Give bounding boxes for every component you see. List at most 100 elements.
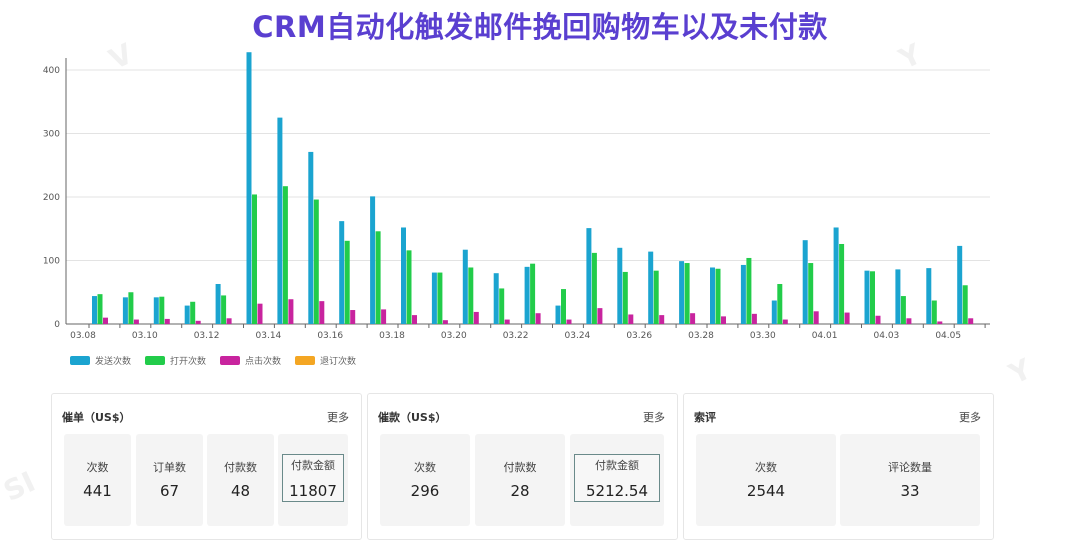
bar-open[interactable] bbox=[715, 268, 721, 324]
bar-send[interactable] bbox=[524, 266, 530, 324]
bar-click[interactable] bbox=[906, 318, 912, 324]
bar-click[interactable] bbox=[690, 313, 696, 324]
bar-click[interactable] bbox=[721, 316, 726, 324]
bar-click[interactable] bbox=[195, 320, 201, 324]
stat-value: 5212.54 bbox=[585, 482, 649, 500]
bar-send[interactable] bbox=[555, 305, 561, 324]
bar-click[interactable] bbox=[844, 312, 850, 324]
legend-item-click[interactable]: 点击次数 bbox=[220, 354, 281, 367]
bar-send[interactable] bbox=[895, 269, 901, 324]
bar-open[interactable] bbox=[468, 267, 474, 324]
bar-click[interactable] bbox=[103, 317, 108, 324]
bar-send[interactable] bbox=[153, 297, 159, 324]
bar-click[interactable] bbox=[782, 319, 788, 324]
bar-send[interactable] bbox=[802, 240, 808, 324]
bar-click[interactable] bbox=[659, 315, 665, 324]
bar-send[interactable] bbox=[586, 228, 592, 324]
bar-send[interactable] bbox=[926, 268, 932, 324]
bar-click[interactable] bbox=[566, 319, 572, 324]
bar-send[interactable] bbox=[864, 270, 870, 324]
bar-open[interactable] bbox=[931, 300, 937, 324]
more-link[interactable]: 更多 bbox=[327, 411, 349, 424]
bar-open[interactable] bbox=[839, 243, 845, 324]
bar-open[interactable] bbox=[159, 296, 165, 324]
bar-open[interactable] bbox=[499, 288, 505, 324]
bar-send[interactable] bbox=[679, 261, 685, 324]
bar-open[interactable] bbox=[97, 294, 103, 324]
bar-click[interactable] bbox=[442, 320, 448, 324]
bar-send[interactable] bbox=[339, 221, 345, 324]
bar-click[interactable] bbox=[535, 313, 541, 324]
bar-send[interactable] bbox=[401, 227, 406, 324]
bar-click[interactable] bbox=[257, 303, 263, 324]
bar-click[interactable] bbox=[412, 315, 417, 324]
bar-send[interactable] bbox=[957, 245, 963, 324]
bar-open[interactable] bbox=[282, 186, 288, 324]
bar-open[interactable] bbox=[313, 199, 319, 324]
bar-open[interactable] bbox=[252, 194, 257, 324]
bar-click[interactable] bbox=[875, 315, 881, 324]
bar-open[interactable] bbox=[437, 272, 443, 324]
bar-click[interactable] bbox=[937, 321, 943, 324]
bar-open[interactable] bbox=[591, 252, 597, 324]
bar-send[interactable] bbox=[431, 272, 437, 324]
bar-click[interactable] bbox=[226, 318, 232, 324]
stat-value: 2544 bbox=[746, 482, 786, 500]
bar-open[interactable] bbox=[808, 263, 814, 324]
bar-send[interactable] bbox=[740, 264, 746, 324]
bar-send[interactable] bbox=[370, 196, 376, 324]
bar-send[interactable] bbox=[710, 267, 715, 324]
bar-click[interactable] bbox=[473, 311, 479, 324]
bar-open[interactable] bbox=[190, 301, 196, 324]
bar-click[interactable] bbox=[133, 319, 139, 324]
bar-open[interactable] bbox=[344, 240, 350, 324]
bar-open[interactable] bbox=[406, 250, 412, 324]
legend-item-open[interactable]: 打开次数 bbox=[145, 354, 206, 367]
bar-send[interactable] bbox=[215, 283, 221, 324]
more-link[interactable]: 更多 bbox=[643, 411, 665, 424]
bar-open[interactable] bbox=[777, 283, 783, 324]
bar-send[interactable] bbox=[771, 300, 777, 324]
bar-send[interactable] bbox=[122, 297, 128, 324]
bar-open[interactable] bbox=[221, 295, 227, 324]
bar-click[interactable] bbox=[164, 318, 170, 324]
bar-open[interactable] bbox=[870, 271, 875, 324]
bar-open[interactable] bbox=[653, 270, 659, 324]
bar-send[interactable] bbox=[92, 296, 97, 324]
bar-send[interactable] bbox=[648, 251, 654, 324]
bar-send[interactable] bbox=[308, 151, 314, 324]
bar-click[interactable] bbox=[504, 319, 510, 324]
bar-click[interactable] bbox=[751, 313, 757, 324]
bar-click[interactable] bbox=[381, 309, 387, 324]
bar-click[interactable] bbox=[350, 310, 356, 324]
y-tick-label: 300 bbox=[43, 130, 60, 140]
bar-send[interactable] bbox=[617, 247, 623, 324]
bar-open[interactable] bbox=[746, 257, 752, 324]
bar-click[interactable] bbox=[813, 311, 819, 324]
watermark: Y bbox=[1003, 352, 1037, 391]
bar-open[interactable] bbox=[622, 271, 628, 324]
bar-send[interactable] bbox=[246, 52, 252, 324]
bar-open[interactable] bbox=[962, 285, 968, 324]
bar-send[interactable] bbox=[462, 249, 468, 324]
bar-open[interactable] bbox=[561, 289, 566, 324]
bar-click[interactable] bbox=[288, 299, 294, 324]
bar-open[interactable] bbox=[900, 296, 906, 324]
bar-open[interactable] bbox=[128, 292, 134, 324]
bar-click[interactable] bbox=[628, 314, 634, 324]
stat-value: 28 bbox=[510, 482, 530, 500]
bar-send[interactable] bbox=[184, 305, 190, 324]
bar-send[interactable] bbox=[833, 227, 839, 324]
bar-click[interactable] bbox=[597, 308, 603, 324]
more-link[interactable]: 更多 bbox=[959, 411, 981, 424]
bar-open[interactable] bbox=[684, 263, 690, 324]
legend-item-unsubscribe[interactable]: 退订次数 bbox=[295, 354, 356, 367]
bar-click[interactable] bbox=[968, 318, 974, 324]
legend-item-send[interactable]: 发送次数 bbox=[70, 354, 131, 367]
bar-open[interactable] bbox=[375, 231, 381, 324]
bar-open[interactable] bbox=[530, 263, 536, 324]
bar-send[interactable] bbox=[277, 117, 283, 324]
bar-click[interactable] bbox=[319, 301, 325, 324]
bar-send[interactable] bbox=[493, 273, 499, 324]
stat-value: 48 bbox=[230, 482, 251, 500]
